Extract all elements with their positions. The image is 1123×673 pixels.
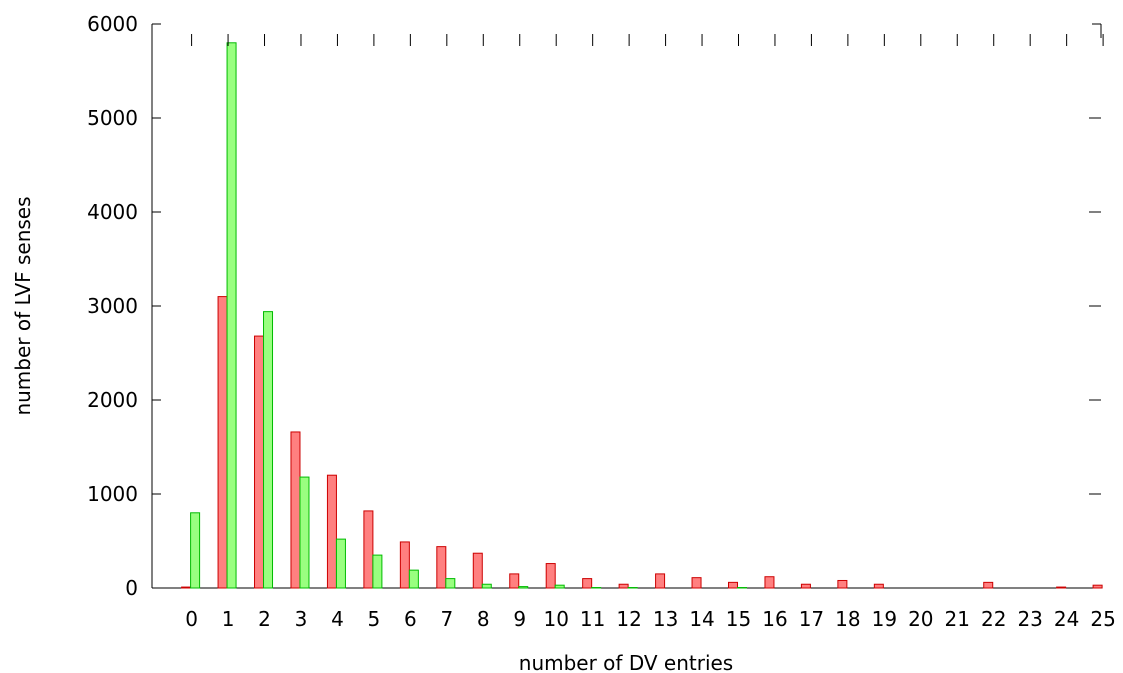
bar-series-2-1 xyxy=(226,42,237,589)
bar-series-1-1 xyxy=(217,296,228,589)
x-tick-label: 13 xyxy=(653,607,678,631)
x-tick-label: 18 xyxy=(835,607,860,631)
bars xyxy=(181,42,1103,589)
x-tick-label: 3 xyxy=(295,607,308,631)
bar-series-1-0 xyxy=(181,586,192,589)
y-tick-label: 4000 xyxy=(87,200,138,224)
x-tick-label: 24 xyxy=(1054,607,1079,631)
bar-series-1-8 xyxy=(472,552,483,589)
bar-series-1-11 xyxy=(582,578,593,589)
x-tick-label: 22 xyxy=(981,607,1006,631)
y-tick-label: 2000 xyxy=(87,388,138,412)
bar-series-1-4 xyxy=(326,474,337,589)
x-tick-label: 9 xyxy=(513,607,526,631)
bar-series-1-7 xyxy=(436,546,447,589)
bar-series-1-18 xyxy=(837,579,848,589)
bar-series-1-13 xyxy=(655,573,666,589)
y-tick-label: 1000 xyxy=(87,482,138,506)
y-tick-label: 6000 xyxy=(87,12,138,36)
x-tick-label: 1 xyxy=(222,607,235,631)
bar-series-2-3 xyxy=(299,476,310,589)
x-tick-label: 19 xyxy=(872,607,897,631)
x-tick-label: 11 xyxy=(580,607,605,631)
bar-series-1-12 xyxy=(618,583,629,589)
x-tick-label: 14 xyxy=(689,607,714,631)
bar-series-2-4 xyxy=(335,538,346,589)
x-tick-label: 5 xyxy=(368,607,381,631)
x-tick-label: 23 xyxy=(1017,607,1042,631)
x-tick-label: 12 xyxy=(616,607,641,631)
bar-series-2-7 xyxy=(445,578,456,589)
bar-series-2-5 xyxy=(372,554,383,589)
bar-series-1-16 xyxy=(764,576,775,589)
bar-series-1-22 xyxy=(983,581,994,589)
y-tick-label: 5000 xyxy=(87,106,138,130)
bar-series-1-9 xyxy=(509,573,520,589)
x-tick-label: 25 xyxy=(1090,607,1115,631)
x-axis-label: number of DV entries xyxy=(519,651,733,673)
x-tick-label: 21 xyxy=(945,607,970,631)
x-tick-label: 16 xyxy=(762,607,787,631)
y-tick-label: 3000 xyxy=(87,294,138,318)
bar-series-1-3 xyxy=(290,431,301,589)
bar-series-1-24 xyxy=(1056,586,1067,589)
x-tick-label: 17 xyxy=(799,607,824,631)
bar-series-1-17 xyxy=(800,583,811,589)
bar-series-2-2 xyxy=(263,311,274,589)
bar-series-1-5 xyxy=(363,510,374,589)
bar-series-1-10 xyxy=(545,563,556,589)
y-tick-label: 0 xyxy=(125,576,138,600)
bar-series-1-6 xyxy=(399,541,410,589)
x-tick-label: 8 xyxy=(477,607,490,631)
x-tick-label: 7 xyxy=(440,607,453,631)
bar-series-2-0 xyxy=(190,512,201,589)
bar-series-1-25 xyxy=(1092,584,1103,589)
bar-series-1-2 xyxy=(254,335,265,589)
bar-series-2-8 xyxy=(481,583,492,589)
bar-series-1-14 xyxy=(691,577,702,589)
bar-series-1-19 xyxy=(873,583,884,589)
x-tick-label: 6 xyxy=(404,607,417,631)
y-axis-label: number of LVF senses xyxy=(11,196,35,415)
bar-series-1-15 xyxy=(728,581,738,589)
x-tick-label: 4 xyxy=(331,607,344,631)
bar-series-2-6 xyxy=(408,569,419,589)
x-tick-label: 0 xyxy=(185,607,198,631)
bar-series-2-10 xyxy=(554,584,565,589)
x-tick-label: 2 xyxy=(258,607,271,631)
x-tick-label: 20 xyxy=(908,607,933,631)
bar-series-2-9 xyxy=(518,586,529,589)
x-tick-label: 10 xyxy=(543,607,568,631)
x-tick-label: 15 xyxy=(726,607,751,631)
